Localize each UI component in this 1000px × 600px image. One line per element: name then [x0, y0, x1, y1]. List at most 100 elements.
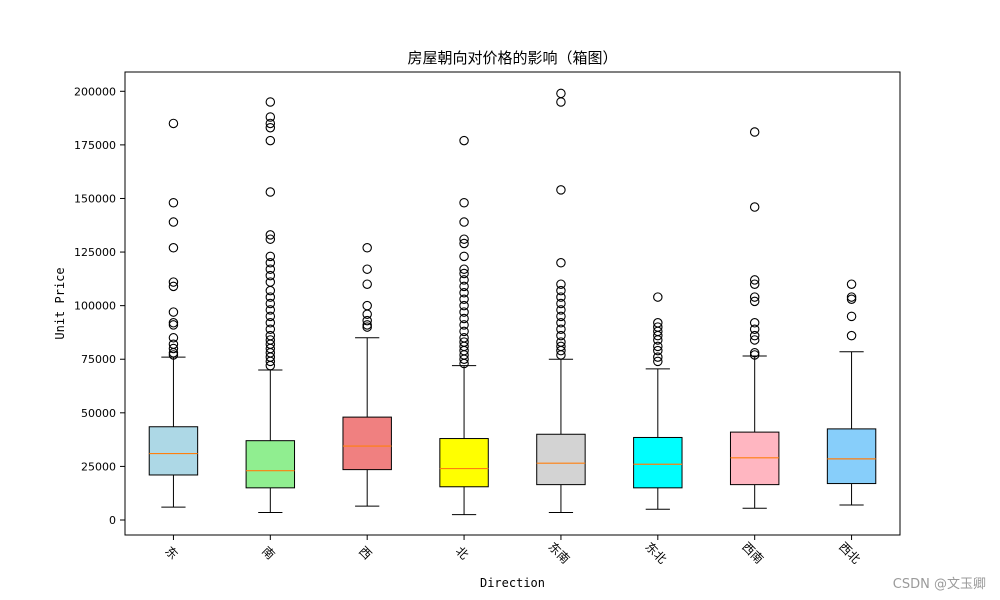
y-tick-label: 125000	[74, 246, 116, 259]
outlier-point	[556, 318, 566, 328]
outlier-point	[168, 277, 179, 287]
outlier-point	[265, 258, 276, 268]
outlier-point	[459, 234, 469, 244]
outlier-point	[556, 298, 566, 309]
outlier-point	[556, 292, 566, 302]
outlier-point	[459, 358, 469, 369]
y-tick-label: 150000	[74, 192, 116, 205]
outlier-point	[556, 330, 566, 341]
x-tick-label: 西北	[836, 540, 863, 567]
y-axis: 0 25000 50000 75000 100000 125000 150000 175000…	[74, 85, 125, 527]
outlier-point	[265, 251, 276, 262]
outlier-point	[556, 311, 566, 322]
outlier-point	[459, 354, 469, 364]
y-tick-label: 25000	[81, 460, 116, 473]
box-iqr	[245, 440, 296, 489]
outlier-point	[265, 270, 276, 281]
outlier-point	[168, 350, 179, 360]
outlier-point	[168, 320, 179, 330]
outlier-point	[265, 318, 276, 328]
outlier-point	[653, 335, 663, 345]
box-1	[148, 118, 199, 508]
outlier-point	[556, 279, 566, 289]
outlier-point	[265, 122, 276, 133]
outlier-point	[459, 294, 469, 304]
x-tick-label: 西南	[739, 539, 767, 567]
outlier-point	[846, 311, 857, 322]
y-tick-label: 75000	[81, 353, 116, 366]
box-series	[148, 88, 877, 516]
x-tick-label: 西	[356, 544, 374, 562]
outlier-point	[653, 341, 663, 352]
y-axis-label: Unit Price	[53, 267, 67, 339]
outlier-point	[459, 217, 469, 227]
outlier-point	[653, 330, 663, 341]
x-axis-label: Direction	[480, 576, 545, 590]
outlier-point	[556, 350, 566, 360]
outlier-point	[749, 296, 760, 307]
outlier-point	[749, 127, 760, 137]
outlier-point	[846, 330, 857, 341]
outlier-point	[459, 238, 469, 249]
outlier-point	[168, 243, 179, 253]
outlier-point	[556, 185, 566, 195]
y-tick-label: 50000	[81, 407, 116, 420]
outlier-point	[168, 217, 179, 227]
outlier-point	[168, 198, 179, 208]
x-tick-label: 东北	[642, 540, 669, 567]
outlier-point	[168, 307, 179, 317]
outlier-point	[362, 322, 372, 332]
outlier-point	[459, 281, 469, 292]
box-6	[633, 292, 683, 510]
outlier-point	[459, 198, 469, 208]
outlier-point	[653, 356, 663, 367]
outlier-point	[749, 318, 760, 328]
outlier-point	[168, 333, 179, 343]
outlier-point	[168, 343, 179, 354]
outlier-point	[459, 307, 469, 317]
box-iqr	[633, 436, 683, 489]
outlier-point	[556, 285, 566, 296]
outlier-point	[265, 264, 276, 274]
outlier-point	[556, 258, 566, 268]
outlier-point	[362, 315, 372, 326]
x-axis: 东南西北东南 东北 西南 西北	[162, 535, 863, 566]
outlier-point	[556, 88, 566, 99]
outlier-point	[556, 324, 566, 334]
outlier-point	[362, 279, 372, 289]
outlier-point	[265, 305, 276, 315]
outlier-point	[846, 279, 857, 289]
box-iqr	[826, 428, 877, 485]
outlier-point	[265, 292, 276, 302]
outlier-point	[168, 281, 179, 292]
outlier-point	[265, 118, 276, 129]
outlier-point	[459, 313, 469, 324]
outlier-point	[459, 275, 469, 285]
plot-area-frame	[124, 71, 901, 536]
box-3	[342, 243, 392, 507]
outlier-point	[362, 264, 372, 274]
outlier-point	[459, 251, 469, 262]
outlier-point	[265, 298, 276, 309]
x-tick-label: 北	[453, 544, 471, 562]
y-tick-label: 175000	[74, 139, 116, 152]
outlier-point	[362, 300, 372, 311]
outlier-point	[459, 268, 469, 279]
outlier-point	[362, 243, 372, 253]
outlier-point	[265, 135, 276, 146]
outlier-point	[168, 318, 179, 328]
outlier-point	[653, 352, 663, 362]
outlier-point	[749, 350, 760, 360]
box-iqr	[342, 416, 392, 471]
outlier-point	[749, 275, 760, 285]
outlier-point	[749, 202, 760, 212]
outlier-point	[265, 311, 276, 322]
box-8	[826, 279, 877, 506]
outlier-point	[459, 288, 469, 298]
outlier-point	[459, 264, 469, 274]
outlier-point	[653, 345, 663, 356]
box-5	[536, 88, 586, 513]
outlier-point	[459, 300, 469, 311]
outlier-point	[459, 326, 469, 337]
box-iqr	[148, 426, 199, 476]
